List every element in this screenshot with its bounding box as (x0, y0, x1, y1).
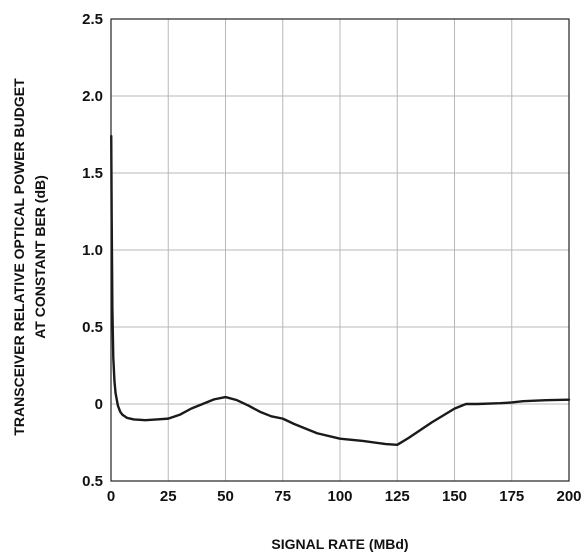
x-tick-label: 125 (385, 488, 410, 505)
x-tick-label: 0 (107, 488, 115, 505)
y-tick-label: 0.5 (82, 319, 103, 336)
series-line (110, 134, 571, 447)
x-tick-label: 50 (217, 488, 234, 505)
x-axis-title: SIGNAL RATE (MBd) (271, 536, 408, 552)
y-tick-label: 2.5 (82, 11, 103, 28)
x-tick-label: 75 (274, 488, 291, 505)
x-tick-label: 25 (160, 488, 177, 505)
x-tick-label: 175 (499, 488, 524, 505)
plot-frame (110, 18, 570, 482)
y-tick-labels: 2.5 2.0 1.5 1.0 0.5 0 0.5 (82, 11, 103, 490)
y-tick-label: 0.5 (82, 473, 103, 490)
grid (110, 18, 570, 482)
y-tick-label: 0 (95, 396, 103, 413)
x-tick-labels: 0 25 50 75 100 125 150 175 200 (107, 488, 582, 505)
series-layer (110, 134, 571, 447)
y-axis-title-line1: TRANSCEIVER RELATIVE OPTICAL POWER BUDGE… (11, 78, 27, 436)
x-tick-label: 200 (556, 488, 581, 505)
y-axis-title-line2: AT CONSTANT BER (dB) (32, 175, 48, 339)
y-tick-label: 2.0 (82, 88, 103, 105)
y-tick-label: 1.0 (82, 242, 103, 259)
y-tick-label: 1.5 (82, 165, 103, 182)
x-tick-label: 150 (442, 488, 467, 505)
x-tick-label: 100 (327, 488, 352, 505)
